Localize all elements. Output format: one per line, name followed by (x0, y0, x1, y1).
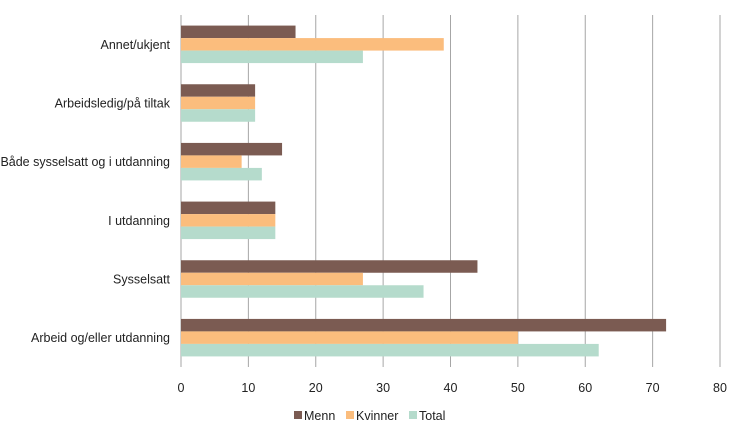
x-tick-label: 10 (241, 381, 255, 395)
bar-kvinner (181, 96, 256, 110)
x-tick-label: 20 (309, 381, 323, 395)
category-label: I utdanning (108, 214, 170, 228)
legend-swatch-menn (294, 411, 302, 419)
bar-total (181, 343, 599, 357)
bar-kvinner (181, 331, 518, 344)
bar-kvinner (181, 272, 363, 286)
bar-total (181, 226, 276, 240)
legend-label-total: Total (419, 409, 445, 423)
bar-total (181, 285, 424, 298)
legend-swatch-kvinner (346, 411, 354, 419)
bar-menn (181, 201, 276, 215)
category-label: Sysselsatt (113, 273, 170, 287)
bar-menn (181, 25, 296, 39)
bar-menn (181, 318, 667, 332)
bar-kvinner (181, 38, 444, 51)
x-tick-label: 40 (444, 381, 458, 395)
x-tick-label: 30 (376, 381, 390, 395)
bar-menn (181, 142, 283, 156)
category-label: Både sysselsatt og i utdanning (0, 155, 170, 169)
x-tick-label: 80 (713, 381, 727, 395)
legend-label-menn: Menn (304, 409, 335, 423)
category-label: Arbeid og/eller utdanning (31, 331, 170, 345)
x-tick-labels: 0 10 20 30 40 50 60 70 80 (178, 381, 727, 395)
category-labels: Annet/ukjent Arbeidsledig/på tiltak Både s… (0, 38, 170, 345)
legend: Menn Kvinner Total (294, 409, 445, 423)
bar-menn (181, 84, 256, 97)
bar-menn (181, 260, 478, 273)
x-tick-label: 70 (646, 381, 660, 395)
category-label: Annet/ukjent (101, 38, 171, 52)
bar-total (181, 50, 363, 64)
bar-total (181, 109, 256, 122)
bar-kvinner (181, 155, 242, 168)
gridlines (180, 15, 721, 367)
legend-label-kvinner: Kvinner (356, 409, 398, 423)
x-tick-label: 0 (178, 381, 185, 395)
bar-total (181, 167, 262, 181)
x-tick-label: 60 (578, 381, 592, 395)
bars (181, 25, 667, 357)
bar-kvinner (181, 214, 276, 227)
legend-swatch-total (409, 411, 417, 419)
x-tick-label: 50 (511, 381, 525, 395)
category-label: Arbeidsledig/på tiltak (55, 97, 171, 111)
